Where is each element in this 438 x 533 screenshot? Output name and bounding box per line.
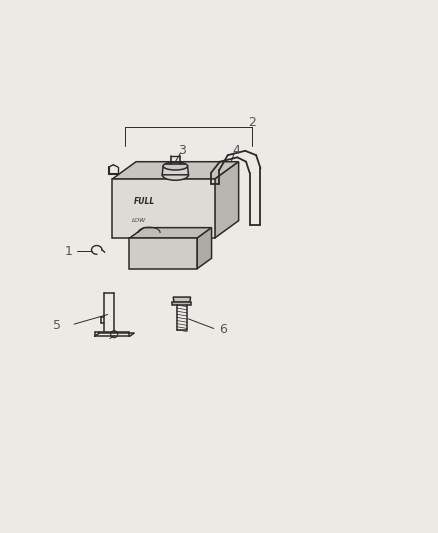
Polygon shape [112,161,239,179]
Polygon shape [130,238,197,269]
Polygon shape [112,179,215,238]
Polygon shape [130,228,212,238]
Polygon shape [173,297,191,302]
Ellipse shape [162,169,188,180]
Polygon shape [197,228,212,269]
Text: 1: 1 [64,245,72,258]
Text: FULL: FULL [134,197,155,206]
Text: 3: 3 [178,144,186,157]
Polygon shape [162,166,188,175]
Text: LOW: LOW [132,217,146,223]
Polygon shape [215,161,239,238]
Polygon shape [172,302,191,305]
Text: 5: 5 [53,319,61,332]
Ellipse shape [163,162,187,170]
Text: 4: 4 [233,144,240,157]
Text: 6: 6 [219,324,227,336]
Text: 2: 2 [248,116,256,129]
